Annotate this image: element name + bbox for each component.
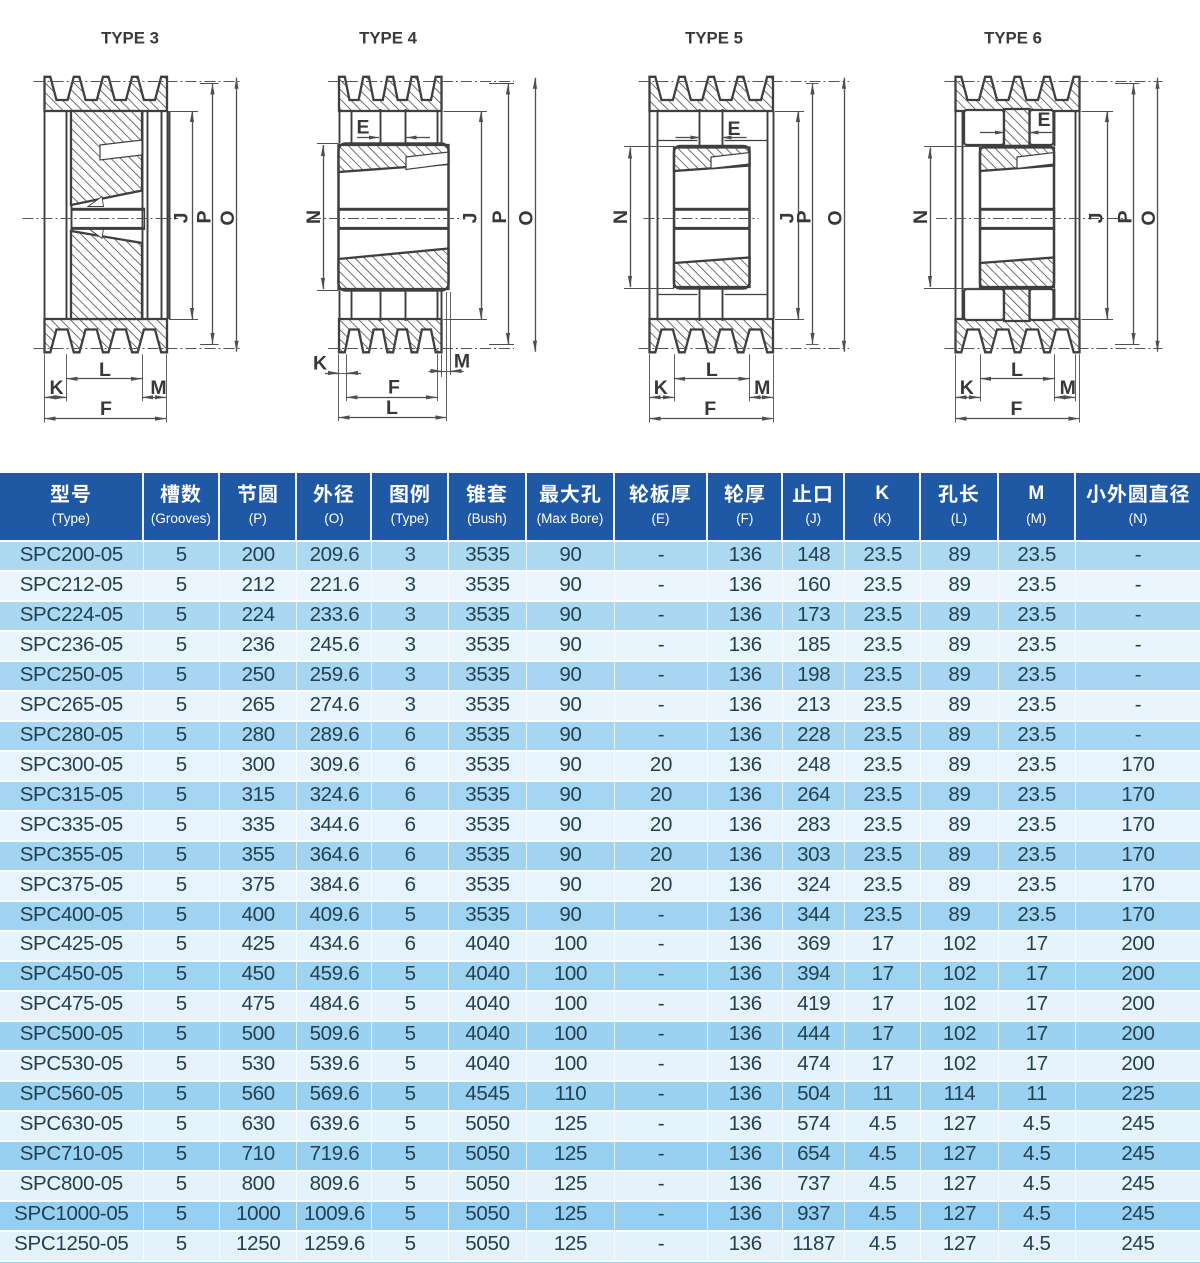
svg-text:P: P bbox=[194, 210, 216, 223]
svg-text:L: L bbox=[706, 359, 718, 381]
svg-text:L: L bbox=[386, 397, 398, 419]
svg-text:F: F bbox=[388, 377, 400, 399]
svg-text:J: J bbox=[777, 213, 799, 224]
svg-text:M: M bbox=[454, 351, 470, 373]
svg-text:P: P bbox=[489, 210, 511, 223]
svg-text:M: M bbox=[150, 377, 166, 399]
svg-text:F: F bbox=[1011, 398, 1023, 420]
svg-text:K: K bbox=[49, 377, 63, 399]
svg-text:O: O bbox=[825, 210, 847, 225]
svg-text:J: J bbox=[460, 213, 482, 224]
svg-text:M: M bbox=[1060, 377, 1076, 399]
svg-text:K: K bbox=[960, 377, 974, 399]
svg-text:TYPE 5: TYPE 5 bbox=[685, 29, 743, 48]
svg-text:N: N bbox=[303, 210, 325, 224]
svg-text:E: E bbox=[727, 118, 740, 140]
svg-text:TYPE 3: TYPE 3 bbox=[101, 29, 159, 48]
svg-text:M: M bbox=[754, 377, 770, 399]
svg-text:P: P bbox=[1115, 210, 1137, 223]
svg-text:L: L bbox=[1011, 359, 1023, 381]
svg-text:TYPE 4: TYPE 4 bbox=[359, 29, 417, 48]
svg-text:L: L bbox=[99, 359, 111, 381]
svg-text:N: N bbox=[610, 210, 632, 224]
svg-text:TYPE 6: TYPE 6 bbox=[984, 29, 1042, 48]
svg-text:O: O bbox=[217, 210, 239, 225]
svg-text:J: J bbox=[1086, 213, 1108, 224]
svg-text:O: O bbox=[516, 210, 538, 225]
svg-text:N: N bbox=[910, 210, 932, 224]
svg-text:J: J bbox=[171, 213, 193, 224]
svg-text:K: K bbox=[313, 353, 327, 375]
svg-text:F: F bbox=[100, 398, 112, 420]
svg-text:E: E bbox=[356, 117, 369, 139]
svg-text:P: P bbox=[794, 210, 816, 223]
svg-text:K: K bbox=[654, 377, 668, 399]
svg-text:F: F bbox=[704, 398, 716, 420]
svg-text:O: O bbox=[1138, 210, 1160, 225]
svg-text:E: E bbox=[1037, 109, 1050, 131]
